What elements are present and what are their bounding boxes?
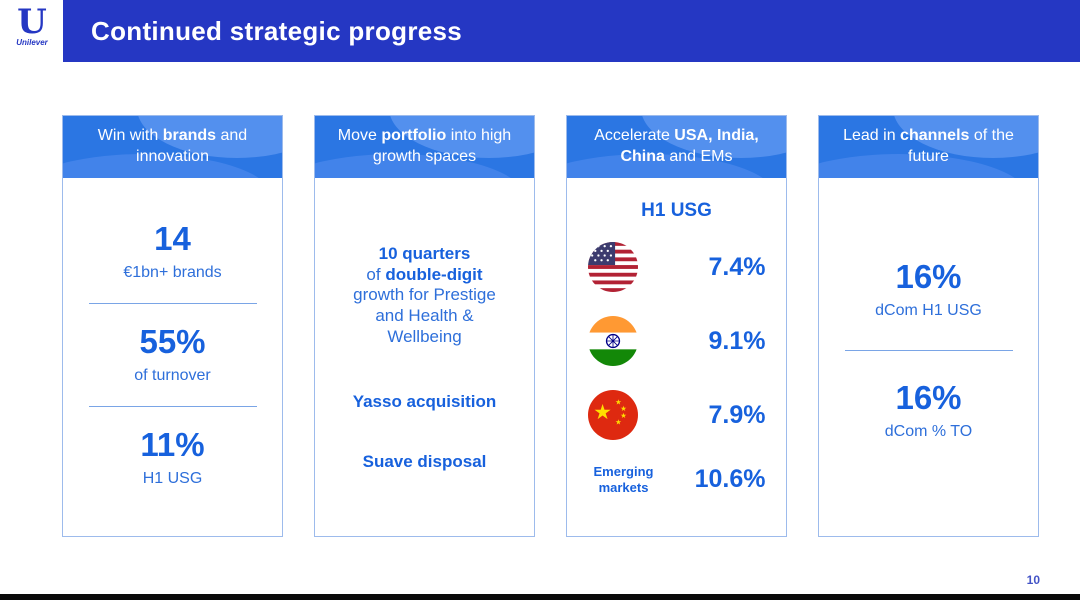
flag-rows: 7.4% (567, 242, 786, 495)
slide-title-bar: Continued strategic progress (63, 0, 1080, 62)
usa-flag-icon (587, 242, 638, 292)
india-growth-value: 9.1% (708, 326, 766, 355)
emerging-markets-growth-value: 10.6% (694, 465, 766, 494)
stat-label: dCom % TO (884, 423, 973, 441)
china-row: ★ ★ ★ ★ ★ 7.9% (587, 390, 766, 440)
svg-text:★: ★ (593, 400, 612, 424)
card-portfolio: Move portfolio into high growth spaces 1… (314, 115, 535, 537)
card-geographies-header: Accelerate USA, India, China and EMs (567, 116, 786, 178)
slide-title: Continued strategic progress (91, 15, 463, 46)
suave-disposal-item: Suave disposal (362, 452, 487, 472)
stat-label: H1 USG (142, 470, 203, 488)
card-brands-innovation: Win with brands and innovation 14 €1bn+ … (62, 115, 283, 537)
title-segment-bold: channels (900, 127, 970, 145)
title-segment: Win with (97, 127, 163, 145)
unilever-u-icon: U (17, 2, 47, 42)
card-brands-header: Win with brands and innovation (63, 116, 282, 178)
usa-row: 7.4% (587, 242, 766, 292)
yasso-acquisition-item: Yasso acquisition (352, 391, 497, 411)
title-segment-bold: USA, India, China (620, 127, 759, 165)
card-portfolio-body: 10 quarters of double-digit growth for P… (315, 178, 534, 473)
stat-label: dCom H1 USG (875, 302, 982, 319)
divider-line (88, 303, 257, 305)
paragraph-line: 10 quarters (378, 244, 471, 263)
stat-label: of turnover (134, 367, 211, 385)
card-geographies: Accelerate USA, India, China and EMs H1 … (566, 115, 787, 537)
card-portfolio-header: Move portfolio into high growth spaces (315, 116, 534, 178)
title-segment: and EMs (664, 148, 733, 165)
card-geographies-title: Accelerate USA, India, China and EMs (575, 126, 778, 168)
china-flag-icon: ★ ★ ★ ★ ★ (587, 390, 638, 440)
paragraph-line: and Health & (375, 306, 474, 326)
usa-growth-value: 7.4% (708, 252, 766, 281)
stat-value: 11% (140, 426, 205, 464)
stat-brands: 14 €1bn+ brands (63, 222, 282, 282)
svg-text:★: ★ (615, 398, 622, 407)
page-number: 10 (1026, 573, 1040, 587)
stat-label: €1bn+ brands (123, 264, 222, 281)
emerging-markets-label: Emerging markets (593, 464, 654, 495)
stat-value: 16% (895, 258, 962, 295)
divider-line (88, 406, 257, 408)
bottom-letterbox-bar (0, 594, 1080, 600)
china-growth-value: 7.9% (708, 400, 766, 429)
divider-line (844, 350, 1013, 352)
stat-usg: 11% H1 USG (63, 428, 282, 488)
card-portfolio-title: Move portfolio into high growth spaces (323, 126, 526, 168)
india-row: 9.1% (587, 316, 766, 366)
stat-value: 55% (139, 323, 206, 361)
unilever-logo: U Unilever (7, 2, 57, 48)
emerging-markets-row: Emerging markets 10.6% (588, 464, 766, 495)
stat-dcom-usg: 16% dCom H1 USG (819, 260, 1038, 320)
pillar-cards: Win with brands and innovation 14 €1bn+ … (62, 115, 1039, 537)
svg-text:★: ★ (620, 411, 627, 420)
title-segment-bold: brands (162, 127, 217, 145)
paragraph-line: Wellbeing (387, 326, 462, 346)
card-channels-body: 16% dCom H1 USG 16% dCom % TO (819, 178, 1038, 441)
title-segment: into high growth spaces (372, 127, 512, 165)
card-geographies-body: H1 USG (567, 178, 786, 495)
stat-turnover: 55% of turnover (63, 325, 282, 385)
india-flag-icon (587, 316, 638, 366)
card-channels: Lead in channels of the future 16% dCom … (818, 115, 1039, 537)
title-segment: Accelerate (594, 127, 675, 145)
title-segment: and innovation (136, 127, 248, 165)
paragraph-line: of double-digit (366, 264, 483, 284)
h1-usg-heading: H1 USG (641, 200, 712, 221)
title-segment: Move (337, 127, 382, 145)
card-channels-title: Lead in channels of the future (827, 126, 1030, 168)
card-brands-body: 14 €1bn+ brands 55% of turnover 11% H1 U… (63, 178, 282, 489)
stat-value: 16% (895, 379, 962, 417)
stat-value: 14 (154, 220, 191, 257)
card-channels-header: Lead in channels of the future (819, 116, 1038, 178)
card-brands-title: Win with brands and innovation (71, 126, 274, 168)
stat-dcom-to: 16% dCom % TO (819, 381, 1038, 441)
title-segment: Lead in (843, 127, 901, 145)
title-segment-bold: portfolio (381, 127, 447, 145)
svg-text:★: ★ (615, 417, 622, 426)
unilever-wordmark: Unilever (16, 38, 48, 48)
svg-text:★: ★ (620, 404, 627, 413)
paragraph-line: growth for Prestige (353, 285, 496, 305)
title-segment: of the future (908, 127, 1014, 165)
